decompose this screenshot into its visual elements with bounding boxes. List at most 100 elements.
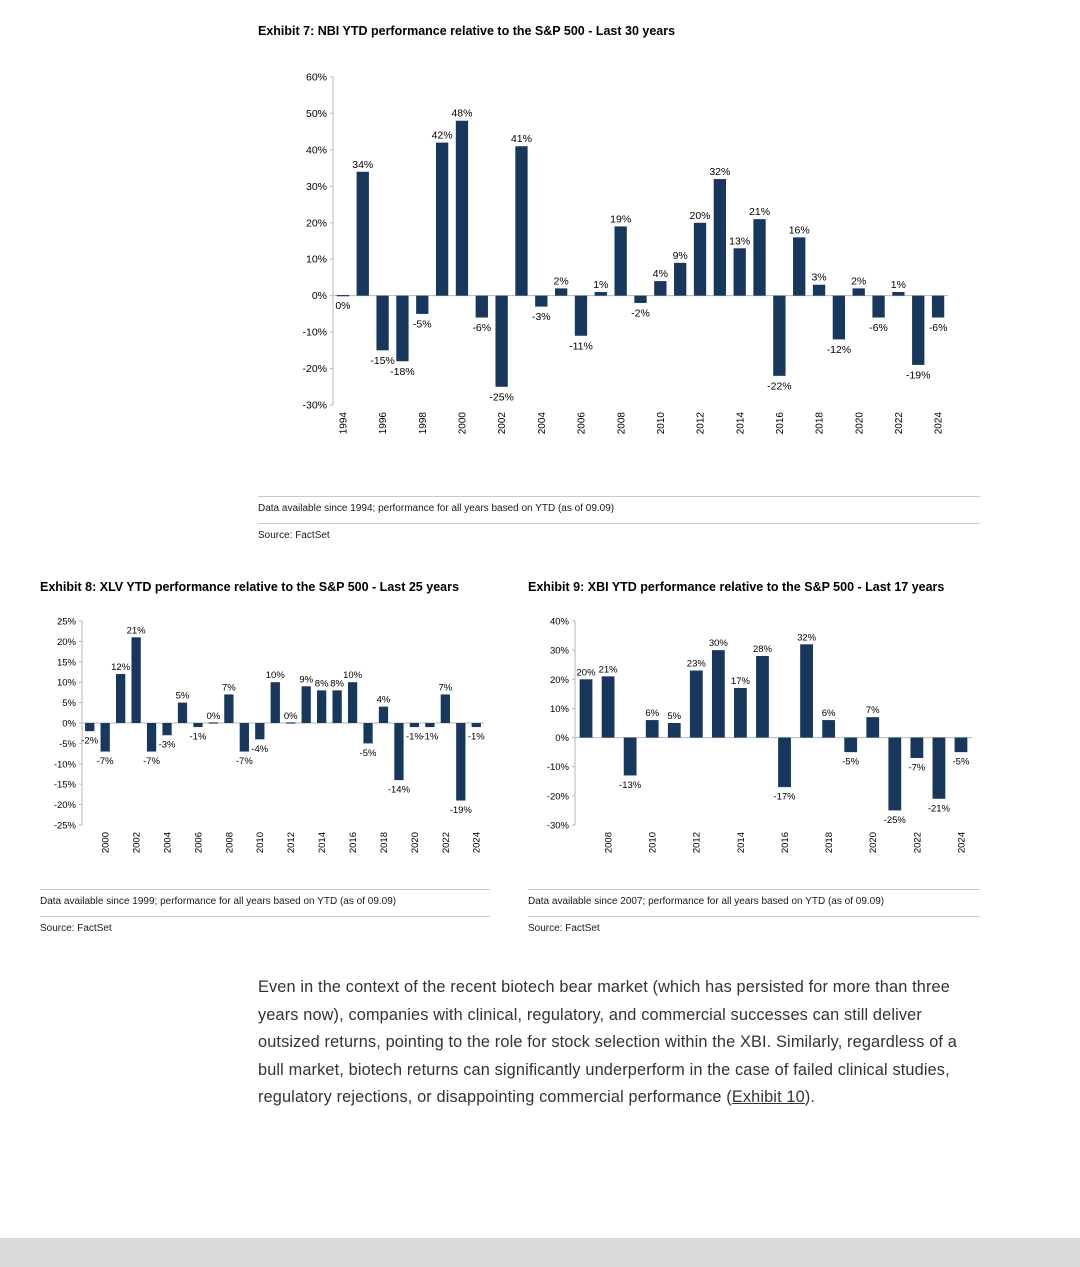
exhibit-10-link[interactable]: Exhibit 10: [731, 1088, 805, 1106]
bar: [954, 737, 968, 753]
bar: [301, 686, 311, 724]
bar-value-label: -19%: [450, 805, 473, 816]
bar-value-label: 16%: [789, 225, 810, 237]
exhibit-9-notes: Data available since 2007; performance f…: [528, 889, 980, 934]
bar-value-label: -19%: [906, 370, 931, 382]
exhibit-7-notes: Data available since 1994; performance f…: [258, 496, 980, 541]
bar-value-label: -6%: [929, 322, 948, 334]
bar: [535, 296, 548, 307]
bar-value-label: 1%: [891, 279, 906, 291]
bar-value-label: -1%: [406, 732, 423, 743]
divider: [40, 916, 490, 918]
x-tick-label: 1994: [339, 412, 350, 435]
y-tick-label: -10%: [302, 327, 327, 339]
bar-value-label: -7%: [236, 756, 253, 767]
y-tick-label: 0%: [62, 719, 76, 730]
bar-value-label: 5%: [667, 711, 681, 722]
bar-value-label: 2%: [851, 276, 866, 288]
x-tick-label: 1996: [378, 412, 389, 435]
y-tick-label: -30%: [302, 400, 327, 412]
bar-value-label: 8%: [330, 679, 344, 690]
exhibit-7-title: Exhibit 7: NBI YTD performance relative …: [258, 24, 676, 38]
bar: [793, 237, 806, 297]
bar-value-label: -6%: [869, 322, 888, 334]
bar: [667, 723, 681, 738]
y-tick-label: -10%: [547, 763, 570, 774]
bar-value-label: -5%: [413, 319, 432, 331]
exhibit-8-title: Exhibit 8: XLV YTD performance relative …: [40, 580, 459, 594]
bar: [116, 674, 126, 724]
bar: [416, 296, 429, 315]
bar: [396, 296, 409, 362]
bar-value-label: -7%: [908, 763, 925, 774]
x-tick-label: 2012: [286, 832, 297, 853]
bar-value-label: -7%: [97, 756, 114, 767]
x-tick-label: 2018: [824, 832, 835, 853]
x-tick-label: 2024: [472, 832, 483, 853]
page-bottom-edge: [0, 1238, 1080, 1267]
bar-value-label: 9%: [673, 250, 688, 262]
bar: [574, 296, 588, 337]
bar-value-label: -2%: [81, 736, 98, 747]
exhibit-7-source: Source: FactSet: [258, 530, 330, 542]
bar: [892, 292, 905, 297]
bar: [378, 707, 389, 724]
bar-value-label: -14%: [388, 785, 411, 796]
bar-value-label: -2%: [631, 308, 650, 320]
exhibit-7-bar-chart: -30% -20% -10% 0% 10% 20% 30% 40% 50% 60% 0% 34% -15…: [302, 72, 948, 435]
bar-value-label: 2%: [554, 276, 569, 288]
bar: [409, 723, 420, 728]
bar-value-label: 41%: [511, 134, 532, 146]
x-tick-label: 2022: [912, 832, 923, 853]
bar-value-label: 21%: [599, 665, 619, 676]
exhibit-9-source: Source: FactSet: [528, 923, 600, 935]
bar-value-label: 9%: [299, 675, 313, 686]
bar-value-label: 30%: [709, 639, 729, 650]
y-tick-label: 0%: [312, 291, 327, 303]
bar: [822, 720, 836, 738]
bar-value-label: 32%: [797, 633, 817, 644]
bar-value-label: 20%: [690, 210, 711, 222]
bar-value-label: 21%: [127, 626, 147, 637]
x-tick-label: 2018: [815, 412, 826, 435]
y-tick-label: 0%: [555, 733, 569, 744]
bar-value-label: 6%: [645, 708, 659, 719]
bar-value-label: -5%: [360, 748, 377, 759]
bar-value-label: 0%: [335, 301, 350, 313]
exhibit-8-footnote: Data available since 1999; performance f…: [40, 896, 397, 908]
bar-value-label: -25%: [884, 815, 907, 826]
x-tick-label: 2014: [317, 832, 328, 853]
x-tick-label: 2016: [775, 412, 786, 435]
bar-value-label: 8%: [315, 679, 329, 690]
x-tick-label: 2020: [410, 832, 421, 853]
bar-value-label: 32%: [709, 166, 730, 178]
bar-value-label: -1%: [190, 732, 207, 743]
x-tick-label: 2006: [577, 412, 588, 435]
bar: [711, 650, 725, 738]
bar: [435, 142, 449, 297]
bar-value-label: 7%: [866, 706, 880, 717]
y-tick-label: 5%: [62, 698, 76, 709]
x-tick-label: 2014: [736, 832, 747, 853]
bar-value-label: 5%: [176, 691, 190, 702]
bar: [931, 296, 945, 318]
bar-value-label: 0%: [207, 711, 221, 722]
bar: [286, 722, 296, 724]
bar-value-label: 7%: [438, 683, 452, 694]
x-tick-label: 2002: [497, 412, 508, 435]
bar-value-label: 17%: [731, 676, 751, 687]
exhibit-7-footnote: Data available since 1994; performance f…: [258, 503, 615, 515]
bar: [376, 296, 389, 351]
divider: [528, 916, 980, 918]
y-tick-label: -15%: [54, 780, 77, 791]
x-tick-label: 2016: [348, 832, 359, 853]
exhibit-9-footnote: Data available since 2007; performance f…: [528, 896, 885, 908]
bar: [623, 737, 637, 776]
bar: [162, 723, 172, 736]
bar: [733, 248, 746, 297]
bar-value-label: 28%: [753, 644, 773, 655]
divider: [40, 889, 490, 891]
x-tick-label: 2024: [956, 832, 967, 853]
y-tick-label: -30%: [547, 821, 570, 832]
